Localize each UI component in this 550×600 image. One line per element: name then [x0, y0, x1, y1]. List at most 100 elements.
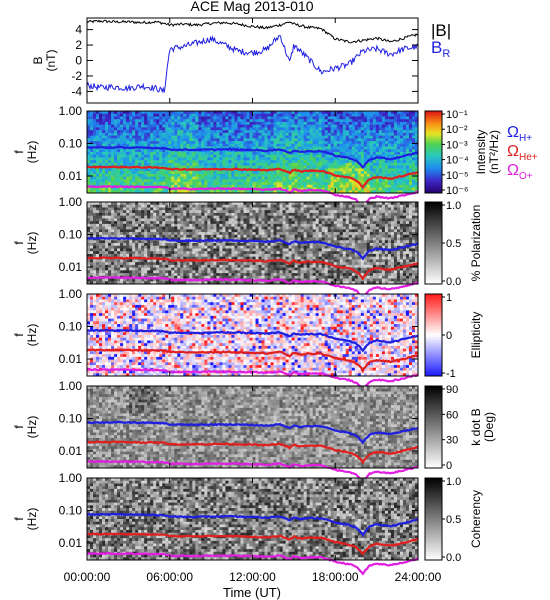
spectrogram-cell [87, 226, 91, 230]
spectrogram-cell [354, 138, 359, 142]
spectrogram-cell [261, 138, 265, 142]
spectrogram-cell [414, 179, 419, 183]
spectrogram-cell [303, 127, 308, 131]
spectrogram-cell [126, 253, 130, 258]
spectrogram-cell [396, 132, 401, 136]
spectrogram-cell [129, 160, 133, 164]
spectrogram-cell [123, 278, 127, 282]
spectrogram-cell [120, 229, 124, 233]
spectrogram-cell [261, 132, 265, 136]
spectrogram-cell [159, 202, 163, 206]
spectrogram-cell [90, 135, 94, 139]
spectrogram-cell [240, 226, 244, 230]
spectrogram-cell [87, 160, 91, 164]
spectrogram-cell [288, 116, 293, 120]
spectrogram-cell [117, 160, 121, 164]
spectrogram-cell [405, 132, 410, 136]
spectrogram-cell [177, 240, 181, 244]
spectrogram-cell [207, 256, 211, 260]
spectrogram-cell [99, 253, 103, 258]
spectrogram-cell [336, 157, 341, 161]
spectrogram-cell [381, 138, 386, 142]
spectrogram-cell [177, 267, 181, 271]
spectrogram-cell [390, 130, 395, 134]
spectrogram-cell [177, 245, 181, 249]
spectrogram-cell [387, 146, 392, 150]
spectrogram-cell [288, 141, 293, 145]
spectrogram-cell [252, 119, 256, 123]
spectrogram-cell [147, 121, 151, 126]
spectrogram-cell [96, 251, 100, 255]
spectrogram-cell [204, 160, 208, 164]
spectrogram-cell [87, 130, 91, 134]
spectrogram-cell [87, 221, 91, 225]
spectrogram-cell [120, 253, 124, 258]
spectrogram-cell [216, 270, 220, 274]
spectrogram-cell [150, 270, 154, 274]
spectrogram-cell [324, 121, 329, 126]
spectrogram-cell [153, 111, 157, 115]
spectrogram-cell [117, 190, 121, 194]
spectrogram-cell [114, 168, 118, 172]
spectrogram-cell [126, 232, 130, 236]
spectrogram-cell [87, 132, 91, 136]
spectrogram-cell [378, 179, 383, 183]
spectrogram-cell [219, 281, 223, 285]
spectrogram-cell [378, 152, 383, 156]
spectrogram-cell [330, 132, 335, 136]
spectrogram-cell [228, 127, 232, 131]
spectrogram-cell [342, 141, 347, 145]
spectrogram-cell [225, 218, 229, 222]
spectrogram-cell [153, 162, 157, 167]
spectrogram-cell [312, 130, 317, 134]
spectrogram-cell [126, 226, 130, 230]
spectrogram-cell [195, 234, 199, 238]
spectrogram-cell [90, 168, 94, 172]
spectrogram-cell [351, 182, 356, 186]
spectrogram-cell [375, 160, 380, 164]
spectrogram-cell [168, 234, 172, 238]
spectrogram-cell [213, 182, 217, 186]
spectrogram-cell [150, 267, 154, 271]
spectrogram-cell [369, 138, 374, 142]
spectrogram-cell [126, 215, 130, 219]
spectrogram-cell [141, 190, 145, 194]
spectrogram-cell [288, 184, 293, 188]
spectrogram-cell [246, 157, 250, 161]
spectrogram-cell [174, 256, 178, 260]
spectrogram-cell [123, 176, 127, 180]
spectrogram-cell [108, 135, 112, 139]
spectrogram-cell [171, 190, 175, 194]
spectrogram-cell [96, 207, 100, 211]
spectrogram-cell [114, 245, 118, 249]
spectrogram-cell [252, 190, 256, 194]
spectrogram-cell [207, 119, 211, 123]
spectrogram-cell [93, 124, 97, 128]
spectrogram-cell [195, 202, 199, 206]
spectrogram-cell [120, 215, 124, 219]
spectrogram-cell [240, 179, 244, 183]
spectrogram-cell [177, 143, 181, 147]
spectrogram-cell [156, 215, 160, 219]
spectrogram-cell [96, 223, 100, 227]
spectrogram-cell [180, 154, 184, 158]
spectrogram-cell [396, 168, 401, 172]
spectrogram-cell [102, 267, 106, 271]
spectrogram-cell [147, 253, 151, 258]
spectrogram-cell [102, 212, 106, 217]
spectrogram-cell [345, 168, 350, 172]
spectrogram-cell [96, 229, 100, 233]
spectrogram-cell [405, 179, 410, 183]
spectrogram-cell [333, 135, 338, 139]
spectrogram-cell [234, 212, 238, 217]
spectrogram-cell [210, 234, 214, 238]
spectrogram-cell [306, 127, 311, 131]
spectrogram-cell [96, 179, 100, 183]
spectrogram-cell [390, 111, 395, 115]
spectrogram-cell [102, 232, 106, 236]
spectrogram-cell [240, 132, 244, 136]
spectrogram-cell [312, 146, 317, 150]
spectrogram-cell [174, 176, 178, 180]
spectrogram-cell [267, 154, 271, 158]
spectrogram-cell [144, 281, 148, 285]
